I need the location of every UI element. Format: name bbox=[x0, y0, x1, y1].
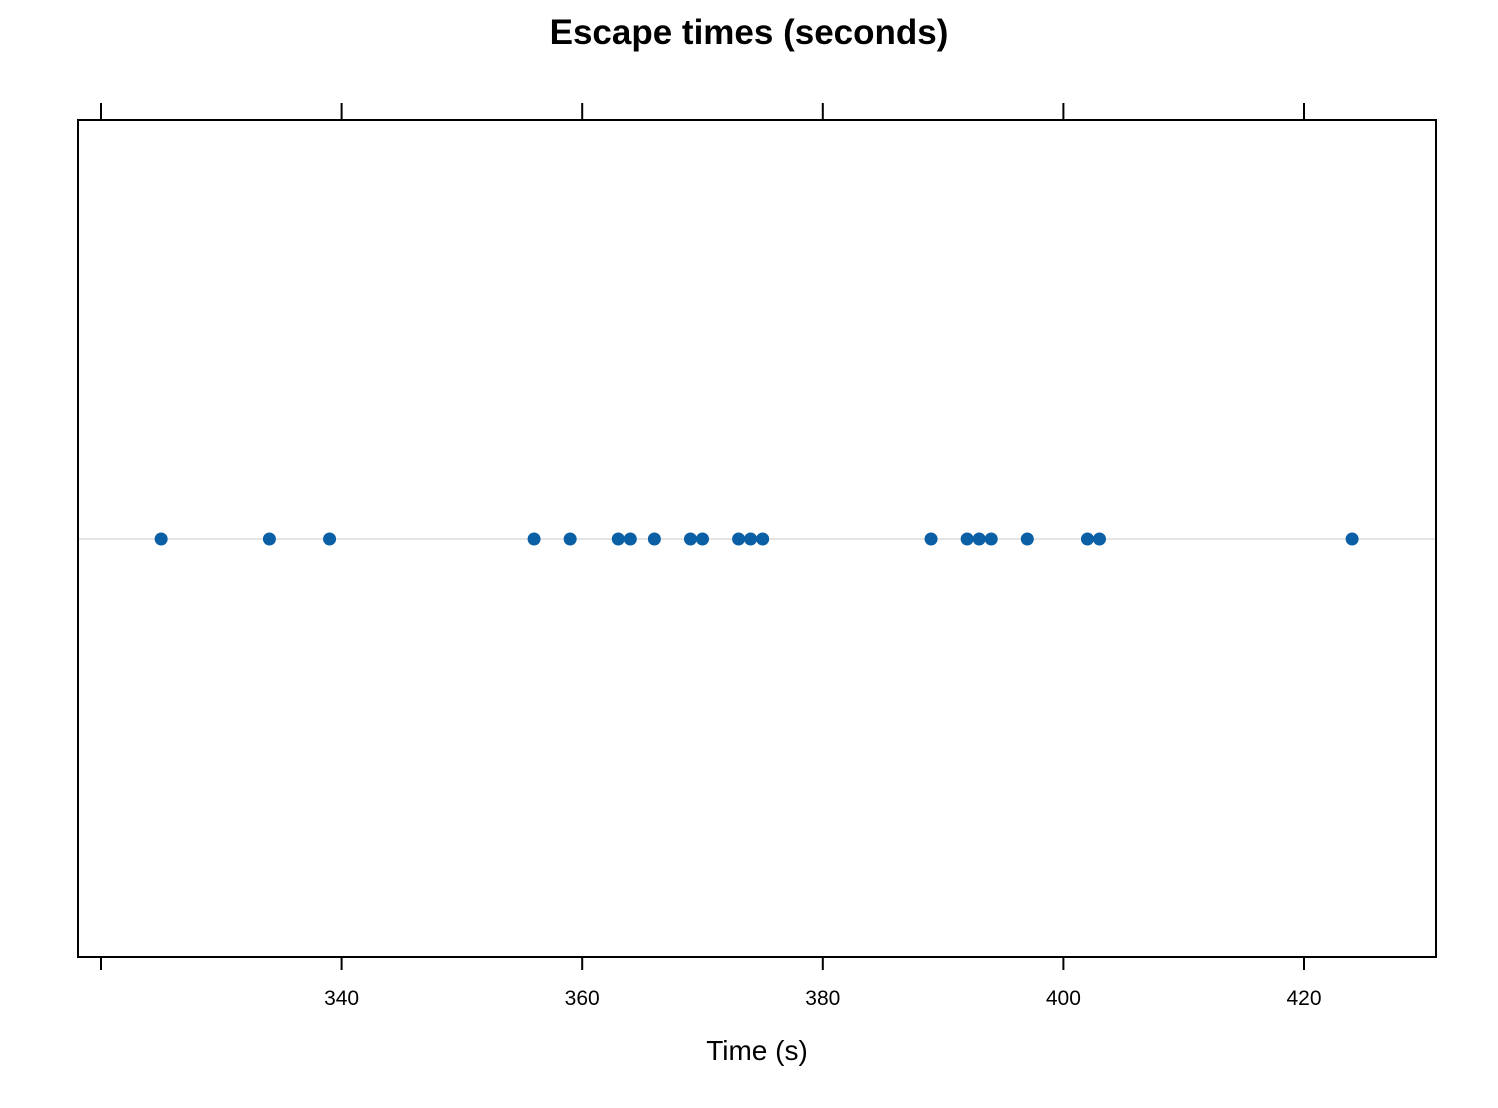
chart-title: Escape times (seconds) bbox=[550, 13, 949, 52]
data-point bbox=[744, 532, 758, 546]
plot-frame bbox=[77, 119, 1437, 958]
data-point bbox=[972, 532, 986, 546]
x-axis-label: Time (s) bbox=[706, 1035, 808, 1066]
data-point bbox=[960, 532, 974, 546]
x-tick-label-420: 420 bbox=[1286, 987, 1321, 1010]
x-tick-label-360: 360 bbox=[565, 987, 600, 1010]
data-point bbox=[154, 532, 168, 546]
data-point bbox=[984, 532, 998, 546]
data-point bbox=[1080, 532, 1094, 546]
data-point bbox=[696, 532, 709, 546]
data-point bbox=[683, 532, 697, 546]
data-point bbox=[1020, 532, 1034, 546]
x-tick-label-380: 380 bbox=[805, 987, 840, 1010]
data-points bbox=[154, 532, 1359, 546]
data-point bbox=[647, 532, 661, 546]
x-tick-labels: 340 360 380 400 420 bbox=[324, 987, 1321, 1010]
data-point bbox=[623, 532, 637, 546]
data-point bbox=[1092, 532, 1106, 546]
top-tick-marks bbox=[100, 103, 1305, 120]
data-point bbox=[611, 532, 625, 546]
data-point bbox=[1345, 532, 1359, 546]
data-point bbox=[563, 532, 577, 546]
data-point bbox=[527, 532, 541, 546]
data-point bbox=[756, 532, 770, 546]
data-point bbox=[323, 532, 337, 546]
x-tick-label-340: 340 bbox=[324, 987, 359, 1010]
data-point bbox=[924, 532, 938, 546]
data-point bbox=[732, 532, 746, 546]
x-tick-label-400: 400 bbox=[1046, 987, 1081, 1010]
bottom-tick-marks bbox=[100, 957, 1305, 970]
data-point bbox=[262, 532, 276, 546]
